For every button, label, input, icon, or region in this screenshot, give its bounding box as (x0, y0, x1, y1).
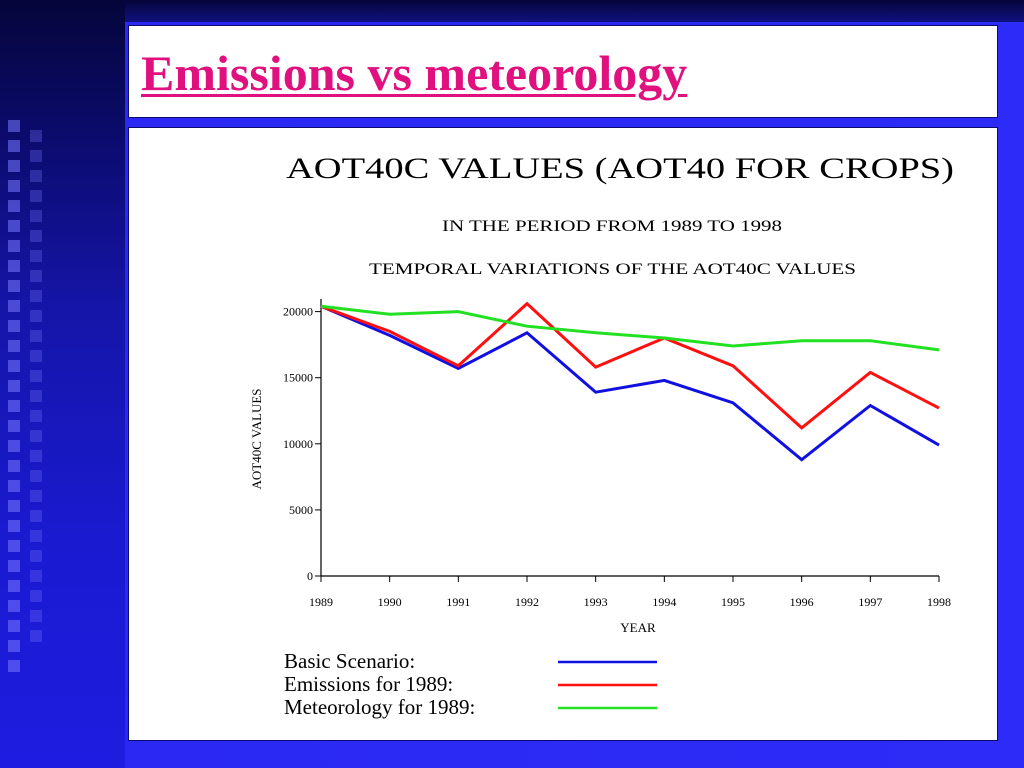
chart-axes (320, 299, 939, 577)
chart-ticks: 0 5000 10000 15000 20000 1989 1990 1991 1992 1993… (283, 305, 951, 609)
legend-label-1: Basic Scenario: (284, 649, 415, 673)
chart-subtitle-variations: TEMPORAL VARIATIONS OF THE AOT40C VALUES (369, 261, 856, 278)
x-tick-label: 1991 (446, 595, 470, 609)
x-tick-label: 1989 (309, 595, 333, 609)
slide-title: Emissions vs meteorology (141, 45, 688, 101)
x-axis-label: YEAR (620, 620, 656, 635)
y-tick-label: 10000 (283, 437, 313, 451)
x-tick-label: 1992 (515, 595, 539, 609)
x-tick-label: 1997 (858, 595, 882, 609)
title-panel: Emissions vs meteorology (128, 25, 998, 118)
decorative-square-pattern (8, 120, 28, 680)
x-tick-label: 1996 (790, 595, 814, 609)
x-tick-label: 1995 (721, 595, 745, 609)
x-tick-label: 1993 (584, 595, 608, 609)
decorative-square-pattern-secondary (30, 130, 50, 650)
series-line-3 (320, 304, 940, 352)
x-tick-label: 1998 (927, 595, 951, 609)
x-tick-label: 1994 (652, 595, 676, 609)
y-tick-label: 20000 (283, 305, 313, 319)
decorative-top-bar (125, 0, 1024, 22)
chart-legend: Basic Scenario:Emissions for 1989:Meteor… (284, 649, 657, 719)
chart-panel: AOT40C VALUES (AOT40 FOR CROPS) IN THE P… (128, 127, 998, 741)
x-tick-label: 1990 (378, 595, 402, 609)
series-line-2 (320, 301, 940, 430)
y-axis-label: AOT40C VALUES (249, 388, 264, 489)
y-tick-label: 5000 (289, 503, 313, 517)
legend-label-3: Meteorology for 1989: (284, 695, 475, 719)
line-chart: AOT40C VALUES (AOT40 FOR CROPS) IN THE P… (249, 152, 954, 719)
chart-series-lines (320, 301, 940, 462)
chart-subtitle-period: IN THE PERIOD FROM 1989 TO 1998 (442, 218, 782, 235)
legend-label-2: Emissions for 1989: (284, 672, 453, 696)
series-line-1 (320, 304, 940, 462)
y-tick-label: 15000 (283, 371, 313, 385)
chart-title: AOT40C VALUES (AOT40 FOR CROPS) (286, 152, 954, 185)
y-tick-label: 0 (307, 569, 313, 583)
